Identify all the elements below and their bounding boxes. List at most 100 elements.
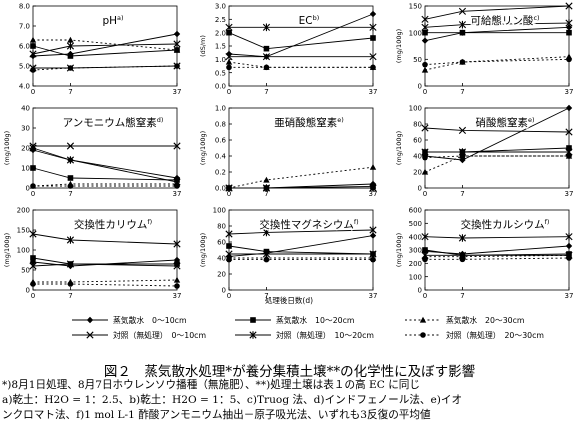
- data-point: [67, 281, 74, 287]
- legend-item-1: 蒸気散水 0～10cm: [72, 315, 187, 325]
- y-tick-label: 2.5: [215, 16, 226, 24]
- data-point: [225, 53, 233, 61]
- data-point: [262, 53, 271, 61]
- y-tick-label: 150: [409, 3, 422, 11]
- y-tick-label: 40: [217, 255, 226, 263]
- y-tick-label: 0.4: [215, 153, 227, 161]
- plot-frame: [228, 209, 374, 291]
- y-tick-label: 20: [21, 145, 30, 153]
- x-tick-label: 7: [68, 190, 72, 198]
- x-tick-label: 7: [68, 88, 72, 96]
- data-point: [30, 281, 36, 287]
- y-tick-label: 60: [217, 239, 226, 247]
- y-tick-label: 200: [17, 207, 30, 215]
- x-tick-label: 7: [460, 292, 464, 300]
- y-axis-label: (mg/100g): [3, 233, 11, 267]
- data-point: [225, 50, 233, 58]
- data-point: [29, 50, 37, 58]
- y-tick-label: 20: [217, 271, 226, 279]
- y-axis-label: (mg/100g): [395, 233, 403, 267]
- data-point: [459, 256, 466, 263]
- data-point: [370, 256, 376, 263]
- series-line-6: [425, 257, 570, 260]
- data-point: [174, 261, 180, 267]
- chart-panel-3: 0 50 100 150 0 7 37 (mg/100g) 可給態リン酸c): [395, 2, 574, 96]
- data-point: [263, 256, 270, 263]
- x-tick-label: 7: [264, 292, 268, 300]
- panel-title-text: 可給態リン酸c): [470, 14, 539, 27]
- panel-title-text: pHa): [102, 14, 123, 27]
- panel-title-text: アンモニウム態窒素d): [63, 116, 164, 129]
- data-point: [565, 2, 573, 10]
- data-point: [369, 23, 377, 32]
- data-point: [458, 20, 467, 29]
- data-point: [421, 168, 429, 175]
- legend-label: 対照（無処理） 10～20cm: [276, 330, 374, 340]
- figure-caption: 図２ 蒸気散水処理*が養分集積土壌**の化学性に及ぼす影響: [103, 364, 476, 380]
- y-axis-label: (mg/100g): [3, 131, 11, 165]
- data-point: [174, 63, 180, 69]
- legend-label: 対照（無処理） 20～30cm: [446, 330, 544, 340]
- legend-item-4: 対照（無処理） 0～10cm: [72, 330, 206, 340]
- data-point: [225, 250, 233, 258]
- y-tick-label: 10: [21, 165, 30, 173]
- series-line-2: [425, 147, 570, 153]
- x-tick-label: 7: [460, 190, 464, 198]
- x-tick-label: 0: [227, 292, 231, 300]
- data-point: [458, 126, 467, 134]
- series-line-6: [33, 283, 178, 287]
- y-tick-label: 0.0: [215, 83, 226, 91]
- panel-title: 可給態リン酸c): [469, 13, 541, 29]
- data-point: [262, 250, 271, 258]
- series-line-5: [32, 147, 178, 183]
- data-point: [565, 104, 573, 112]
- legend-marker: [86, 316, 94, 324]
- data-point: [262, 228, 271, 237]
- data-point: [226, 64, 232, 71]
- figure-note-3: ンクロマト法、f)1 mol L-1 酢酸アンモニウム抽出－原子吸光法、いずれも…: [2, 409, 431, 421]
- y-tick-label: 0.2: [215, 169, 226, 177]
- panel-title-text: 交換性カルシウムf): [461, 218, 550, 231]
- y-axis-label: (mg/100g): [395, 29, 403, 63]
- data-point: [421, 66, 429, 73]
- chart-panel-4: 0 10 20 30 40 0 7 37 (mg/100g) アンモニウム態窒素d): [3, 105, 181, 198]
- data-point: [421, 251, 429, 259]
- data-point: [30, 43, 36, 49]
- x-tick-label: 7: [68, 292, 72, 300]
- y-tick-label: 30: [21, 125, 30, 133]
- x-tick-label: 0: [31, 292, 35, 300]
- panel-title: ECb): [297, 13, 321, 29]
- data-point: [67, 65, 74, 71]
- data-point: [566, 145, 572, 151]
- data-point: [459, 29, 466, 36]
- y-tick-label: 100: [409, 105, 422, 113]
- y-axis-label: (mg/100g): [199, 131, 207, 165]
- y-tick-label: 80: [217, 223, 226, 231]
- data-point: [66, 156, 75, 164]
- data-point: [174, 283, 180, 289]
- x-tick-label: 0: [227, 88, 231, 96]
- y-tick-label: 0: [26, 185, 30, 193]
- panel-title: 亜硝酸態窒素e): [273, 115, 346, 131]
- y-tick-label: 0: [418, 185, 422, 193]
- data-point: [67, 175, 74, 181]
- chart-panel-8: 0 20 40 60 80 100 0 7 37 (mg/100g) 交換性マグネシウムf): [199, 207, 377, 300]
- x-tick-label: 0: [423, 88, 427, 96]
- data-point: [174, 183, 180, 189]
- data-point: [226, 29, 232, 36]
- legend-item-5: 対照（無処理） 10～20cm: [235, 330, 374, 340]
- data-point: [422, 61, 428, 68]
- data-point: [565, 19, 573, 27]
- data-point: [421, 15, 429, 23]
- y-tick-label: 1.0: [215, 56, 226, 64]
- series-line-6: [424, 155, 569, 159]
- data-point: [30, 165, 36, 171]
- data-point: [566, 29, 572, 36]
- x-axis-label: 処理後日数(d): [265, 295, 313, 305]
- x-tick-label: 37: [565, 88, 574, 96]
- data-point: [421, 23, 429, 32]
- y-tick-label: 100: [213, 207, 226, 215]
- x-tick-label: 0: [423, 190, 427, 198]
- data-point: [422, 29, 428, 36]
- data-point: [263, 248, 270, 255]
